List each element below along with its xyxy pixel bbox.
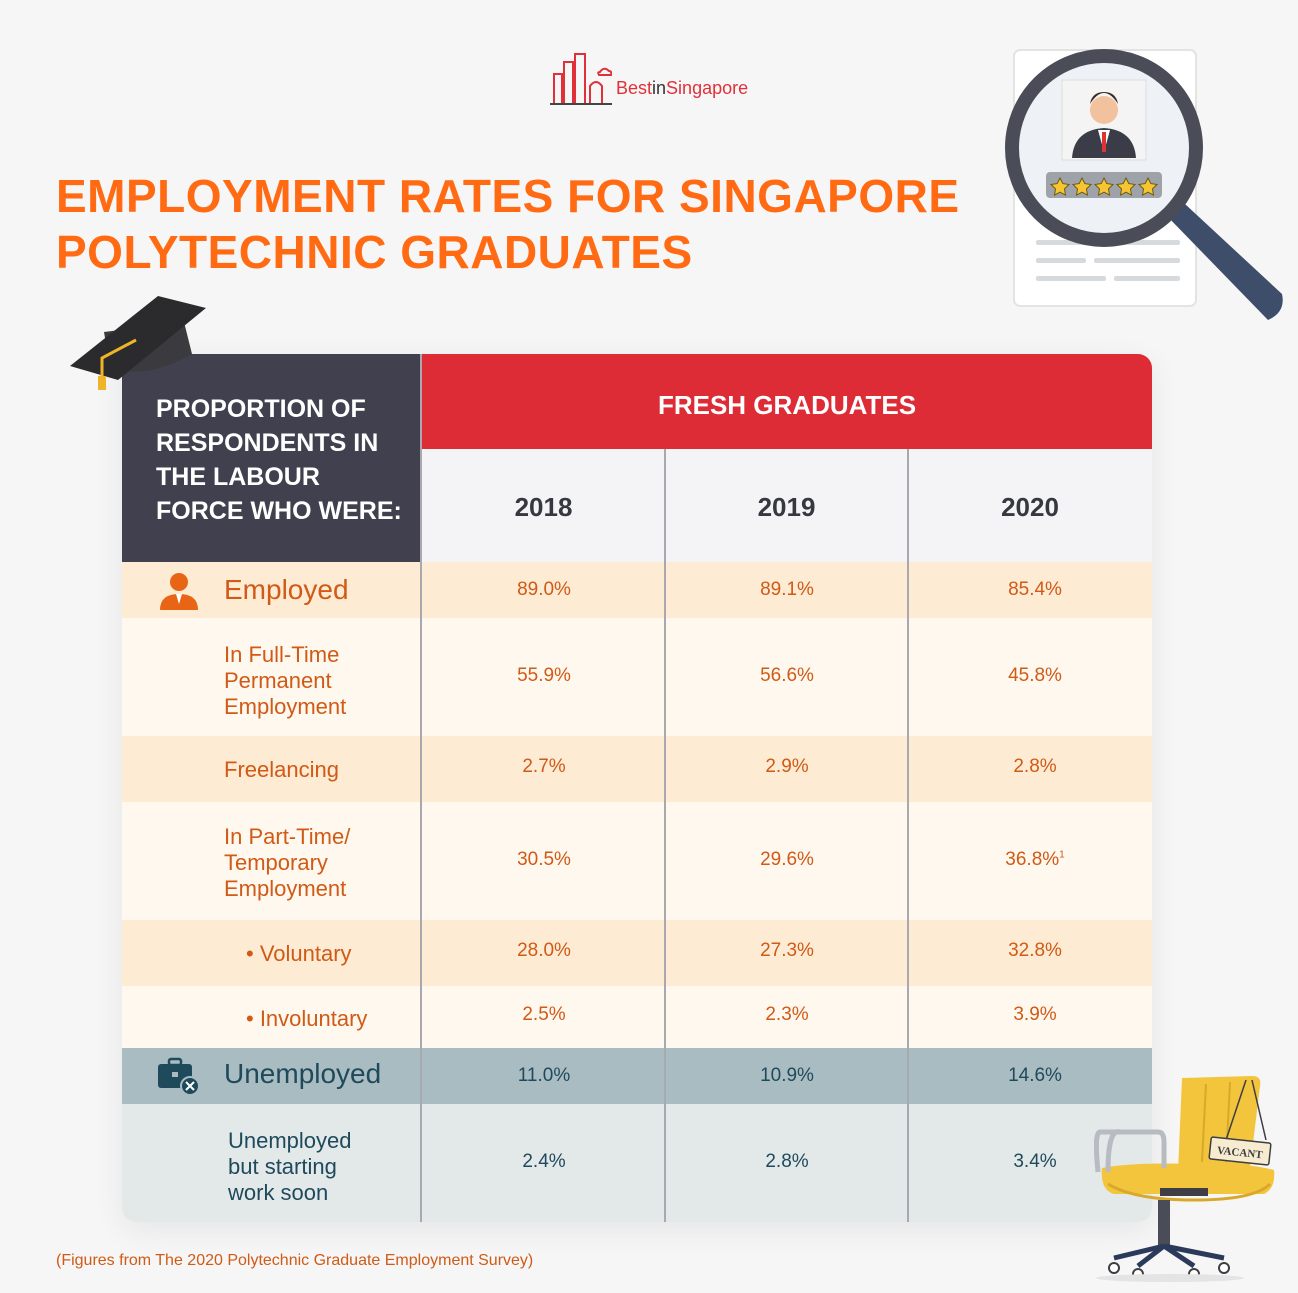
value-full-time-2020: 45.8% [1008, 665, 1062, 686]
table-row-voluntary: • Voluntary 28.0% 27.3% 32.8% [122, 920, 1152, 986]
value-freelancing-2019: 2.9% [765, 756, 809, 777]
value-starting-soon-2019: 2.8% [765, 1151, 809, 1172]
value-unemployed-2019: 10.9% [760, 1065, 814, 1086]
footnote-marker: 1 [1059, 849, 1065, 861]
table-row-full-time-permanent: In Full-Time Permanent Employment 55.9% 56… [122, 618, 1152, 736]
column-divider [907, 449, 909, 1222]
value-full-time-2018: 55.9% [517, 665, 571, 686]
brand-logo: BestinSingapore [550, 52, 790, 108]
value-involuntary-2018: 2.5% [522, 1004, 566, 1025]
value-employed-2018: 89.0% [517, 579, 571, 600]
row-label-starting-work-soon: Unemployed but starting work soon [228, 1128, 352, 1205]
group-header-fresh-graduates: FRESH GRADUATES [422, 354, 1152, 449]
value-part-time-2019: 29.6% [760, 849, 814, 870]
brand-name: BestinSingapore [616, 78, 749, 98]
table-row-employed: Employed 89.0% 89.1% 85.4% [122, 562, 1152, 618]
row-header-cell: PROPORTION OF RESPONDENTS IN THE LABOUR … [122, 354, 422, 562]
vacant-sign: VACANT [1216, 1145, 1263, 1162]
row-label-unemployed: Unemployed [224, 1058, 382, 1089]
value-unemployed-2018: 11.0% [517, 1065, 571, 1086]
value-unemployed-2020: 14.6% [1008, 1065, 1062, 1086]
year-header-2020: 2020 [1001, 492, 1059, 522]
column-divider [420, 354, 422, 1222]
footnote-source: (Figures from The 2020 Polytechnic Gradu… [56, 1252, 534, 1269]
row-label-freelancing: Freelancing [224, 757, 339, 782]
value-part-time-2020: 36.8%1 [1005, 849, 1065, 870]
value-full-time-2019: 56.6% [760, 665, 814, 686]
year-header-2018: 2018 [514, 492, 573, 522]
city-skyline-icon [550, 53, 613, 105]
briefcase-x-icon [158, 1057, 200, 1096]
row-label-employed: Employed [224, 574, 349, 605]
value-employed-2019: 89.1% [760, 579, 814, 600]
table-row-involuntary: • Involuntary 2.5% 2.3% 3.9% [122, 986, 1152, 1048]
year-header-row: 2018 2019 2020 [422, 449, 1152, 562]
vacant-chair-icon: VACANT [1094, 1076, 1275, 1282]
row-label-part-time-temporary: In Part-Time/Temporary Employment [224, 824, 351, 901]
employment-table: PROPORTION OF RESPONDENTS IN THE LABOUR … [122, 354, 1152, 1222]
page-title: EMPLOYMENT RATES FOR SINGAPORE POLYTECHN… [56, 168, 960, 280]
row-label-voluntary: • Voluntary [246, 941, 352, 966]
page-title-line-1: EMPLOYMENT RATES FOR SINGAPORE [56, 170, 960, 222]
graduation-cap-icon [70, 296, 206, 390]
value-involuntary-2020: 3.9% [1013, 1004, 1057, 1025]
row-label-full-time-permanent: In Full-Time Permanent Employment [224, 642, 347, 719]
value-voluntary-2019: 27.3% [760, 940, 814, 961]
magnifier-resume-icon [1005, 49, 1283, 320]
table-row-unemployed: Unemployed 11.0% 10.9% 14.6% [122, 1048, 1152, 1104]
row-label-involuntary: • Involuntary [246, 1006, 368, 1031]
value-voluntary-2018: 28.0% [517, 940, 571, 961]
table-row-freelancing: Freelancing 2.7% 2.9% 2.8% [122, 736, 1152, 802]
value-freelancing-2020: 2.8% [1013, 756, 1057, 777]
value-part-time-2018: 30.5% [517, 849, 571, 870]
year-header-2019: 2019 [757, 492, 816, 522]
table-row-starting-work-soon: Unemployed but starting work soon 2.4% 2.8… [122, 1104, 1152, 1222]
column-divider [664, 449, 666, 1222]
page-title-line-2: POLYTECHNIC GRADUATES [56, 226, 693, 278]
value-voluntary-2020: 32.8% [1008, 940, 1062, 961]
value-involuntary-2019: 2.3% [765, 1004, 809, 1025]
value-starting-soon-2018: 2.4% [522, 1151, 566, 1172]
table-row-part-time-temporary: In Part-Time/Temporary Employment 30.5% 2… [122, 802, 1152, 920]
person-icon [160, 573, 198, 610]
value-employed-2020: 85.4% [1008, 579, 1062, 600]
value-starting-soon-2020: 3.4% [1013, 1151, 1057, 1172]
value-freelancing-2018: 2.7% [522, 756, 566, 777]
